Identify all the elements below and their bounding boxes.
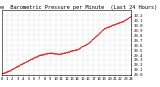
Title: Milwaukee  Barometric Pressure per Minute  (Last 24 Hours): Milwaukee Barometric Pressure per Minute… [0, 5, 157, 10]
